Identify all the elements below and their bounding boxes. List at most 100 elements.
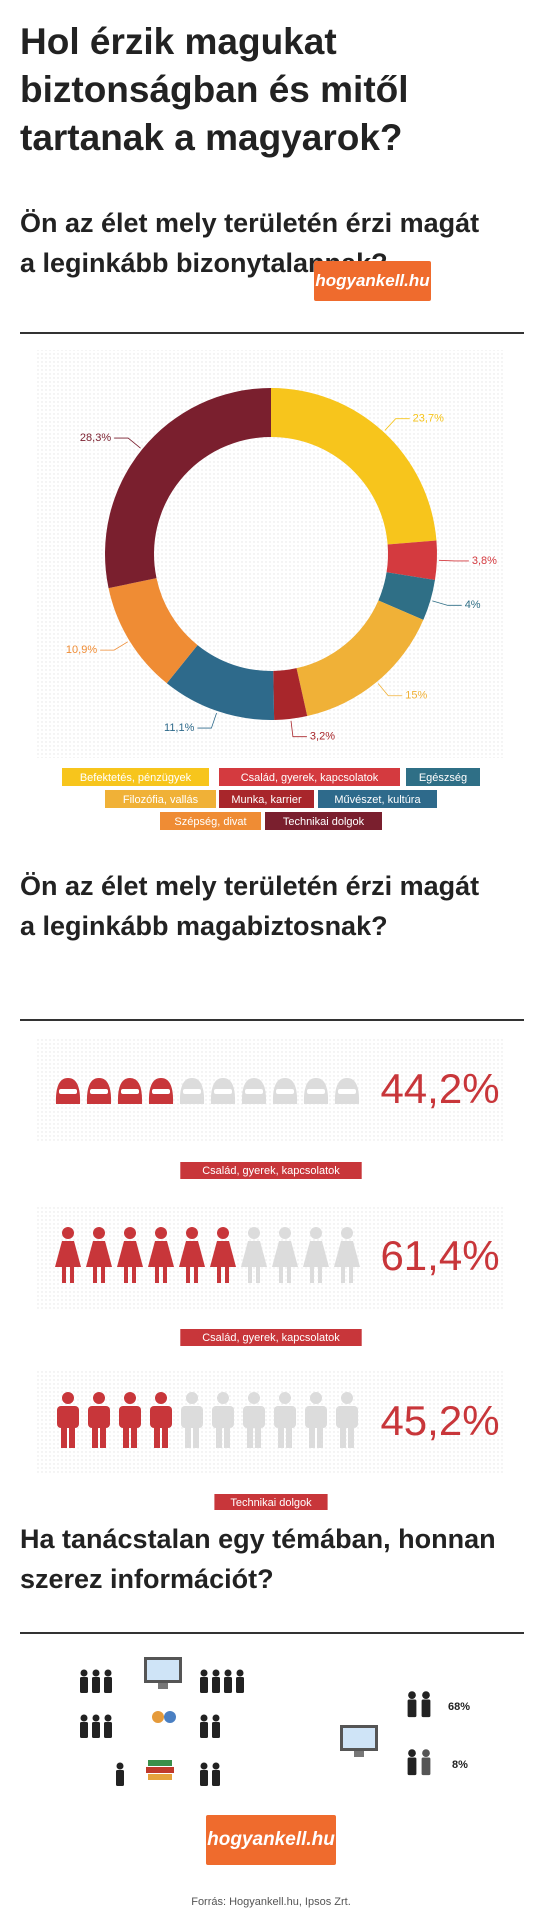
icon <box>150 1406 172 1428</box>
icon <box>186 1392 198 1404</box>
icon <box>334 1241 360 1267</box>
person-icon <box>212 1722 220 1738</box>
legend-label: Művészet, kultúra <box>334 794 421 806</box>
caption: Család, gyerek, kapcsolatok <box>202 1165 340 1177</box>
monitor-stand <box>158 1683 168 1689</box>
icon <box>155 1392 167 1404</box>
leader-line <box>438 559 469 562</box>
section-title: Ön az élet mely területén érzi magát a l… <box>20 871 480 941</box>
icon <box>181 1406 203 1428</box>
donut-segment <box>108 578 198 684</box>
icon <box>303 1241 329 1267</box>
icon <box>349 1267 353 1283</box>
icon <box>341 1392 353 1404</box>
people-icon <box>164 1711 176 1723</box>
person-icon <box>200 1677 208 1693</box>
panel <box>37 1370 505 1475</box>
icon <box>62 1392 74 1404</box>
person-icon <box>200 1714 208 1722</box>
legend-swatch <box>105 790 216 808</box>
icon <box>101 1267 105 1283</box>
person-icon <box>104 1714 112 1722</box>
icon <box>256 1267 260 1283</box>
panel <box>37 1205 505 1310</box>
icon <box>131 1424 137 1448</box>
icon <box>217 1392 229 1404</box>
person-icon <box>80 1677 88 1693</box>
legend-label: Család, gyerek, kapcsolatok <box>241 772 379 784</box>
icon <box>310 1267 314 1283</box>
person-icon <box>224 1669 232 1677</box>
data-label: 23,7% <box>413 413 444 425</box>
icon <box>123 1424 129 1448</box>
icon <box>274 1406 296 1428</box>
icon-eyes <box>276 1089 294 1094</box>
icon <box>93 1227 105 1239</box>
monitor-screen <box>147 1660 179 1680</box>
person-icon <box>92 1669 100 1677</box>
people-icon <box>152 1711 164 1723</box>
icon <box>248 1392 260 1404</box>
icon <box>124 1392 136 1404</box>
person-icon <box>116 1762 124 1770</box>
section-title: Ha tanácstalan egy témában, honnan szere… <box>20 1524 496 1594</box>
donut-chart: 23,7% 3,8% 4% 15% 3,2% 11,1% 10,9% 28,3% Befekte… <box>37 350 505 830</box>
icon <box>224 1424 230 1448</box>
icon <box>279 1227 291 1239</box>
icon <box>279 1267 283 1283</box>
icon <box>212 1406 234 1428</box>
icon <box>132 1267 136 1283</box>
person-icon <box>224 1677 232 1693</box>
data-label: 15% <box>405 690 427 702</box>
icon <box>93 1267 97 1283</box>
icon <box>124 1227 136 1239</box>
icon <box>100 1424 106 1448</box>
icon-eyes <box>121 1089 139 1094</box>
icon-eyes <box>245 1089 263 1094</box>
legend-swatch <box>219 768 400 786</box>
icon <box>117 1241 143 1267</box>
person-icon <box>92 1677 100 1693</box>
person-icon <box>80 1669 88 1677</box>
icon-eyes <box>59 1089 77 1094</box>
icon <box>154 1424 160 1448</box>
icon <box>124 1267 128 1283</box>
donut-segment <box>271 388 437 545</box>
icon <box>279 1392 291 1404</box>
icon <box>61 1424 67 1448</box>
icon <box>278 1424 284 1448</box>
monitor-stand <box>354 1751 364 1757</box>
icon <box>336 1406 358 1428</box>
icon <box>286 1424 292 1448</box>
rule <box>20 1632 524 1634</box>
person-icon <box>80 1714 88 1722</box>
icon-eyes <box>307 1089 325 1094</box>
donut-segment <box>273 668 308 720</box>
caption-bg <box>180 1162 362 1179</box>
icon <box>348 1424 354 1448</box>
source: Forrás: Hogyankell.hu, Ipsos Zrt. <box>191 1896 351 1908</box>
person-icon <box>200 1669 208 1677</box>
value-label: 45,2% <box>380 1397 499 1444</box>
icon <box>86 1241 112 1267</box>
icon-eyes <box>338 1089 356 1094</box>
icon <box>62 1267 66 1283</box>
person-icon <box>408 1749 416 1757</box>
info-graphic: 68% 8% <box>80 1657 470 1786</box>
person-icon <box>421 1757 431 1776</box>
leader-line <box>377 683 403 697</box>
icon <box>225 1267 229 1283</box>
data-label: 28,3% <box>80 432 111 444</box>
leader-line <box>197 712 217 729</box>
person-icon <box>200 1770 208 1786</box>
logo: hogyankell.hu <box>206 1815 336 1865</box>
person-icon <box>407 1757 417 1776</box>
icon <box>216 1424 222 1448</box>
icon <box>255 1424 261 1448</box>
legend-label: Egészség <box>419 772 467 784</box>
legend-label: Munka, karrier <box>231 794 302 806</box>
legend-swatch <box>265 812 382 830</box>
icon <box>93 1392 105 1404</box>
caption-bg <box>214 1494 328 1510</box>
icon <box>340 1424 346 1448</box>
